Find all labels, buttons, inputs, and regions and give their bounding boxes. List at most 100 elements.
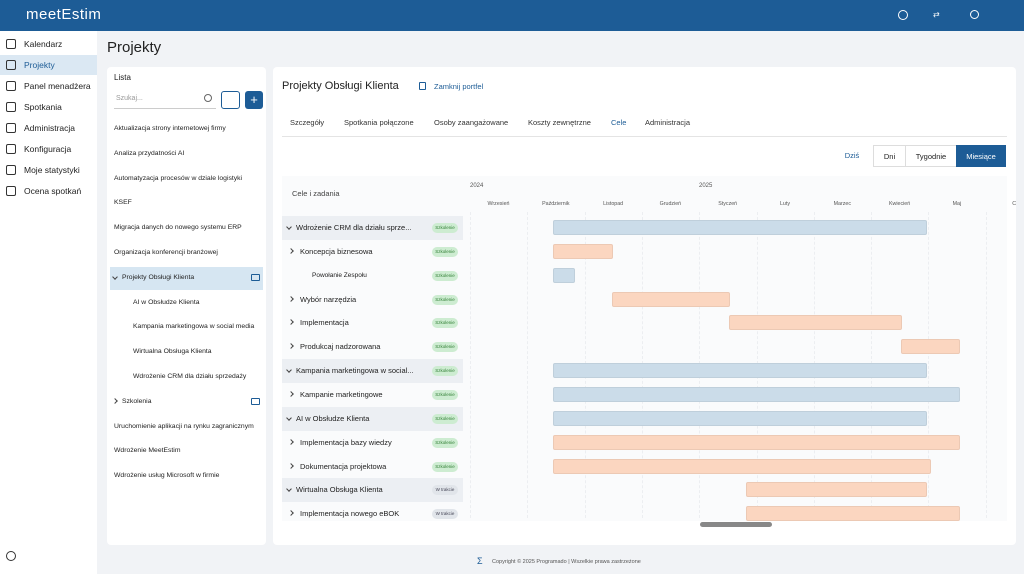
user-icon[interactable] <box>970 10 979 19</box>
collapse-button[interactable] <box>6 551 16 561</box>
logo[interactable]: meetEstim <box>26 6 101 23</box>
task-label: Wirtualna Obsługa Klienta <box>296 478 383 502</box>
language-icon[interactable]: ⇄ <box>933 10 940 19</box>
list-item[interactable]: Organizacja konferencji branżowej <box>114 242 218 264</box>
gantt-row-label[interactable]: Wirtualna Obsługa KlientaW trakcie <box>282 478 463 502</box>
sidebar-item[interactable]: Ocena spotkań <box>0 181 97 201</box>
list-item[interactable]: Uruchomienie aplikacji na rynku zagranic… <box>114 416 254 438</box>
gantt-bar[interactable] <box>553 220 927 235</box>
list-item[interactable]: Migracja danych do nowego systemu ERP <box>114 217 242 239</box>
list-item[interactable]: Wdrożenie MeetEstim <box>114 440 180 462</box>
gantt-bar[interactable] <box>901 339 960 354</box>
status-badge: Szkolenie <box>432 342 458 352</box>
year-label: 2025 <box>699 183 712 189</box>
gantt-bar[interactable] <box>612 292 730 307</box>
list-item[interactable]: Projekty Obsługi Klienta <box>122 267 194 289</box>
gantt-row-label[interactable]: Wybór narzędziaSzkolenie <box>282 288 463 312</box>
tab[interactable]: Szczegóły <box>290 118 324 127</box>
month-grid <box>470 212 471 518</box>
sidebar-item[interactable]: Konfiguracja <box>0 139 97 159</box>
gantt-row-label[interactable]: Implementacja nowego eBOK W trakcie <box>282 502 463 526</box>
tab[interactable]: Administracja <box>645 118 690 127</box>
filter-button[interactable] <box>221 91 240 109</box>
view-button[interactable]: Dni <box>873 145 906 167</box>
task-label: Kampanie marketingowe <box>300 383 383 407</box>
gantt-bar[interactable] <box>553 411 927 426</box>
search-placeholder: Szukaj... <box>116 95 143 102</box>
search[interactable]: Szukaj... <box>114 91 216 109</box>
gantt-row-label[interactable]: Koncepcja biznesowaSzkolenie <box>282 240 463 264</box>
task-label: Dokumentacja projektowa <box>300 455 386 479</box>
sidebar-item[interactable]: Panel menadżera <box>0 76 97 96</box>
top-bar: meetEstim ⇄ <box>0 0 1024 31</box>
close-link[interactable]: Zamknij portfel <box>434 82 483 91</box>
list-item[interactable]: KSEF <box>114 192 132 214</box>
gantt-row-label[interactable]: Powołanie ZespołuSzkolenie <box>282 264 463 288</box>
gantt-bar[interactable] <box>553 244 613 259</box>
tab[interactable]: Spotkania połączone <box>344 118 414 127</box>
gantt-bar[interactable] <box>553 268 575 283</box>
status-badge: Szkolenie <box>432 414 458 424</box>
tab[interactable]: Cele <box>611 118 626 127</box>
sidebar-item[interactable]: Administracja <box>0 118 97 138</box>
tab[interactable]: Osoby zaangażowane <box>434 118 508 127</box>
status-badge: Szkolenie <box>432 366 458 376</box>
sidebar-item[interactable]: Moje statystyki <box>0 160 97 180</box>
task-label: Powołanie Zespołu <box>312 264 367 288</box>
list-item[interactable]: Wdrożenie CRM dla działu sprzedaży <box>133 366 246 388</box>
gantt-bar[interactable] <box>553 435 960 450</box>
gantt-row-label[interactable]: Kampania marketingowa w social...Szkolen… <box>282 359 463 383</box>
list-item[interactable]: Aktualizacja strony internetowej firmy <box>114 118 226 140</box>
tab[interactable]: Koszty zewnętrzne <box>528 118 591 127</box>
gantt-row-label[interactable]: Dokumentacja projektowaSzkolenie <box>282 455 463 479</box>
gantt-row-label[interactable]: ImplementacjaSzkolenie <box>282 311 463 335</box>
list-item[interactable]: Wirtualna Obsługa Klienta <box>133 341 212 363</box>
list-item[interactable]: Automatyzacja procesów w dziale logistyk… <box>114 168 242 190</box>
gantt-bar[interactable] <box>746 482 927 497</box>
month-label: Maj <box>928 201 985 207</box>
year-label: 2024 <box>470 183 483 189</box>
view-button[interactable]: Tygodnie <box>905 145 957 167</box>
list-item[interactable]: Analiza przydatności AI <box>114 143 184 165</box>
project-title: Projekty Obsługi Klienta <box>282 80 399 92</box>
add-button[interactable]: + <box>245 91 263 109</box>
sidebar-item[interactable]: Kalendarz <box>0 34 97 54</box>
gantt-row-label[interactable]: Produkcaj nadzorowanaSzkolenie <box>282 335 463 359</box>
status-badge: Szkolenie <box>432 390 458 400</box>
month-label: Październik <box>527 201 584 207</box>
task-label: Implementacja nowego eBOK <box>300 502 399 526</box>
sidebar-item[interactable]: Projekty <box>0 55 97 75</box>
status-badge: Szkolenie <box>432 247 458 257</box>
gantt-row-label[interactable]: AI w Obsłudze KlientaSzkolenie <box>282 407 463 431</box>
gantt-row-label[interactable]: Implementacja bazy wiedzySzkolenie <box>282 431 463 455</box>
folder-icon[interactable] <box>251 274 260 281</box>
sidebar-item[interactable]: Spotkania <box>0 97 97 117</box>
month-grid <box>986 212 987 518</box>
folder-icon[interactable] <box>251 398 260 405</box>
list-item[interactable]: Kampania marketingowa w social media <box>133 316 254 338</box>
footer-logo: Σ <box>477 556 483 566</box>
timer-icon[interactable] <box>898 10 908 20</box>
month-grid <box>527 212 528 518</box>
status-badge: Szkolenie <box>432 223 458 233</box>
gantt-bar[interactable] <box>553 459 931 474</box>
gantt-row-label[interactable]: Kampanie marketingowe Szkolenie <box>282 383 463 407</box>
list-item[interactable]: Szkolenia <box>122 391 151 413</box>
gantt-bar[interactable] <box>729 315 902 330</box>
gantt-bar[interactable] <box>553 387 960 402</box>
sidebar: KalendarzProjektyPanel menadżeraSpotkani… <box>0 31 97 574</box>
scrollbar[interactable] <box>700 522 772 527</box>
task-label: Wdrożenie CRM dla działu sprze... <box>296 216 411 240</box>
page-title: Projekty <box>107 39 161 56</box>
footer: Copyright © 2025 Programado | Wszelkie p… <box>492 559 641 565</box>
view-button[interactable]: Miesiące <box>956 145 1006 167</box>
gantt-bar[interactable] <box>746 506 960 521</box>
list-item[interactable]: AI w Obsłudze Klienta <box>133 292 200 314</box>
gantt-row-label[interactable]: Wdrożenie CRM dla działu sprze... Szkolen… <box>282 216 463 240</box>
status-badge: Szkolenie <box>432 295 458 305</box>
gantt-bar[interactable] <box>553 363 927 378</box>
status-badge: W trakcie <box>432 509 458 519</box>
list-item[interactable]: Wdrożenie usług Microsoft w firmie <box>114 465 219 487</box>
view-button[interactable]: Dziś <box>836 145 868 167</box>
